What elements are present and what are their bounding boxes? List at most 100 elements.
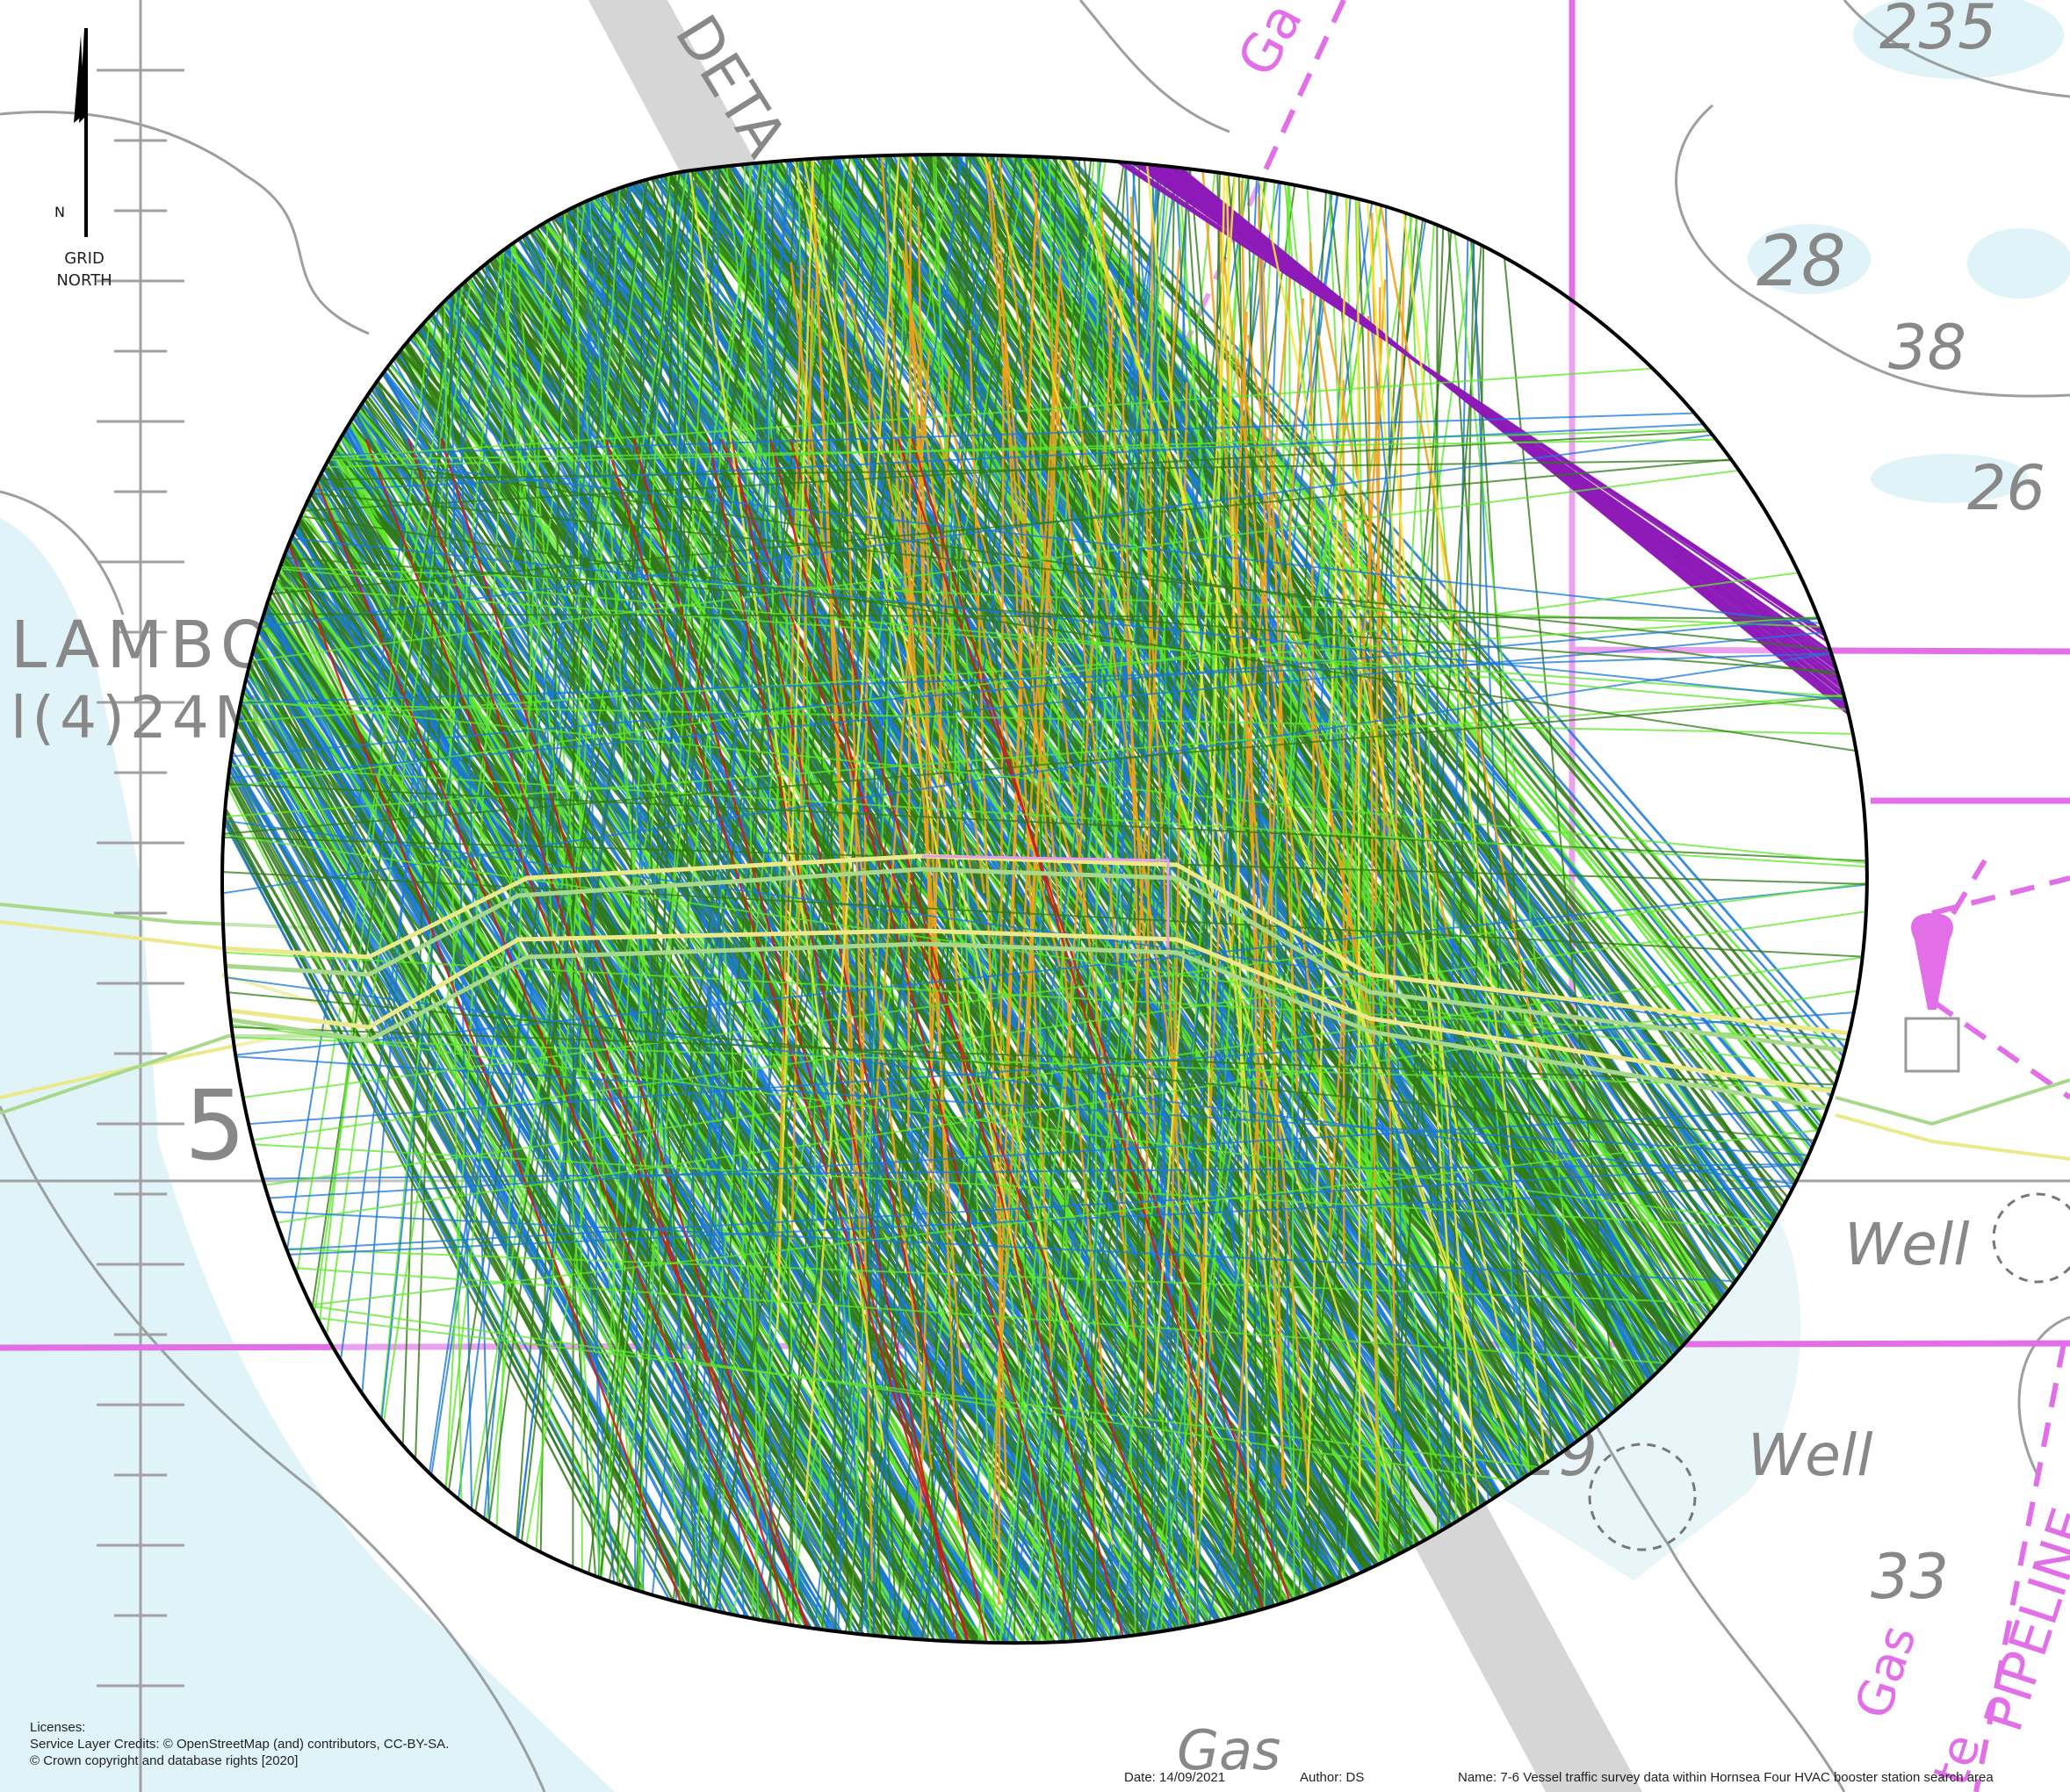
vessel-track [299, 438, 793, 1644]
vessel-track [222, 155, 992, 1644]
vessel-track [222, 155, 927, 1644]
vessel-track [1057, 155, 1184, 1644]
vessel-track [615, 155, 647, 1644]
vessel-track [1342, 379, 1345, 1270]
vessel-track [644, 155, 796, 1644]
vessel-track [1309, 242, 1316, 899]
vessel-track [435, 155, 520, 1644]
vessel-track [222, 1010, 1867, 1127]
vessel-track [595, 155, 700, 1644]
cable-routes-inside [222, 853, 1867, 1118]
vessel-track [506, 155, 621, 1644]
vessel-track [222, 424, 1867, 471]
vessel-track [222, 436, 1867, 463]
grid-north-line2: NORTH [56, 271, 112, 290]
platform-symbol [1904, 913, 1960, 1073]
vessel-track [804, 155, 901, 1502]
depth-label: 26 [1967, 452, 2045, 524]
vessel-track [1105, 155, 1867, 679]
vessel-track [222, 1262, 1867, 1378]
vessel-track [1128, 155, 1274, 1644]
vessel-track [222, 407, 1867, 460]
vessel-track [222, 910, 1867, 1146]
vessel-track [897, 438, 1308, 1644]
vessel-track [1362, 155, 1473, 1565]
vessel-track [222, 1022, 1867, 1236]
vessel-track [981, 155, 1396, 1495]
vessel-track [222, 763, 1867, 868]
vessel-track [1058, 275, 1215, 1355]
vessel-track [222, 951, 1867, 1042]
vessel-track [500, 155, 622, 1644]
vessel-track [222, 563, 1867, 713]
vessel-track [222, 1208, 1867, 1289]
vessel-track [1230, 155, 1436, 1644]
vessel-track [364, 438, 818, 1644]
vessel-track [222, 613, 1867, 620]
depth-label: 38 [1888, 312, 1966, 384]
vessel-track [1097, 155, 1137, 1644]
vessel-track [466, 155, 1333, 1644]
vessel-track [537, 155, 1359, 1644]
vessel-track [222, 882, 1867, 1101]
vessel-track [222, 457, 1867, 482]
vessel-track [892, 155, 1735, 1644]
vessel-track [222, 155, 1241, 1644]
vessel-track [1437, 155, 1471, 1644]
vessel-track [222, 1123, 1867, 1316]
shallow-patch [1748, 224, 1871, 294]
vessel-track [1023, 155, 1867, 1644]
vessel-track [222, 155, 872, 1644]
vessel-track [591, 155, 725, 1644]
vessel-track [847, 155, 912, 1644]
vessel-track [730, 438, 990, 1644]
vessel-track [222, 1162, 1867, 1180]
vessel-track [1122, 249, 1180, 1217]
vessel-track [1025, 155, 1867, 1644]
vessel-track [1030, 166, 1125, 1015]
vessel-track [222, 582, 1867, 700]
search-area-boundary[interactable] [220, 153, 1869, 1645]
vessel-track [1058, 155, 1161, 1644]
vessel-track [1149, 155, 1867, 731]
vessel-track [318, 155, 1287, 1644]
vessel-track [910, 155, 1106, 1644]
vessel-track [657, 155, 748, 1644]
vessel-track [677, 155, 1670, 1644]
vessel-track [491, 155, 603, 1644]
vessel-track [222, 155, 905, 1644]
north-letter: N [54, 204, 65, 220]
place-label: LAMBO [11, 608, 278, 683]
vessel-track [536, 155, 1483, 1644]
vessel-track [222, 988, 1867, 1232]
vessel-track [222, 155, 836, 1644]
vessel-track [1049, 155, 1867, 1644]
vessel-track [1200, 155, 1226, 1521]
vessel-track [1020, 155, 1176, 1644]
vessel-track [663, 155, 779, 1644]
vessel-track [354, 155, 516, 1644]
vessel-track [222, 612, 1867, 723]
vessel-track [222, 155, 763, 1644]
vessel-track [1153, 155, 1238, 1393]
vessel-track [452, 155, 494, 1644]
vessel-track [1230, 277, 1292, 947]
vessel-track [222, 155, 1159, 1644]
vessel-track [222, 955, 1867, 1192]
vessel-track [222, 627, 1867, 780]
vessel-track [1004, 191, 1038, 1094]
vessel-track [222, 483, 1867, 655]
vessel-track [222, 646, 1867, 895]
vessel-track [222, 155, 801, 1644]
vessel-track [683, 155, 791, 1644]
well-symbols [1588, 1192, 2070, 1551]
vessel-track [222, 1036, 1867, 1090]
vessel-track [222, 155, 840, 1644]
vessel-track [824, 155, 884, 1644]
vessel-track [908, 155, 1867, 1644]
licenses-line: Service Layer Credits: © OpenStreetMap (… [30, 1737, 450, 1752]
vessel-track [947, 155, 1185, 1644]
